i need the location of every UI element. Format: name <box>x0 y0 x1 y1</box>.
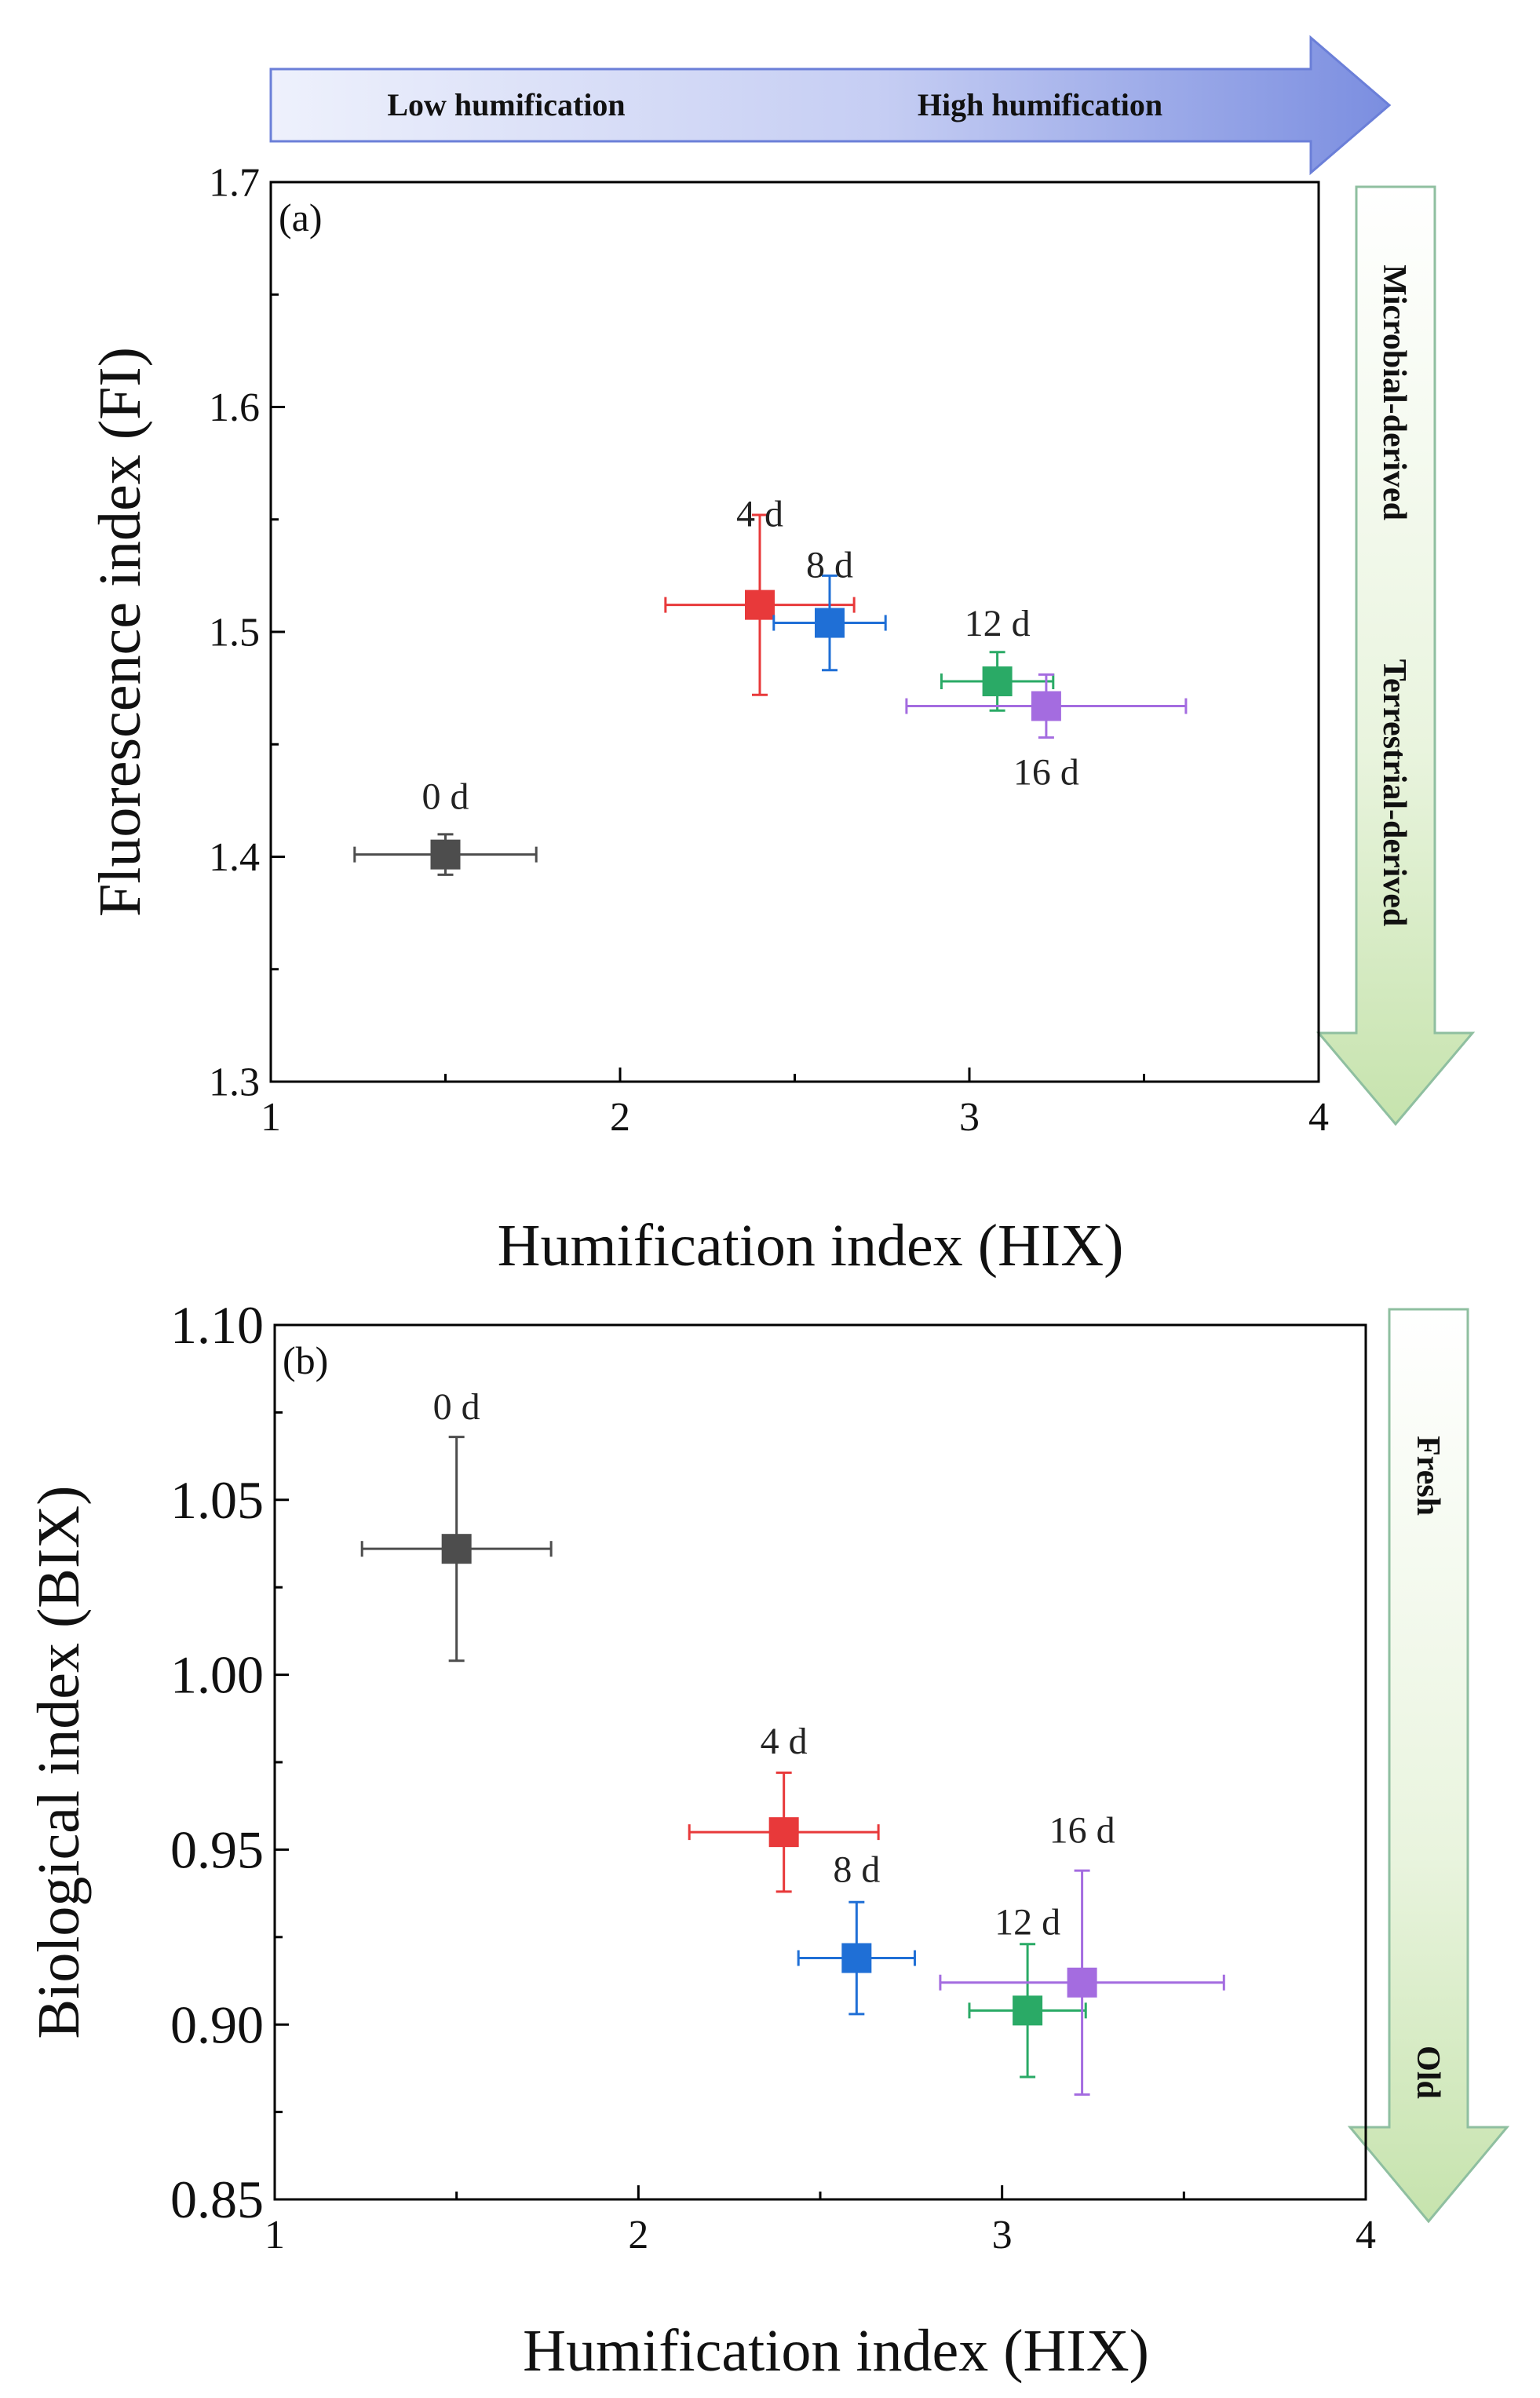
data-marker <box>982 666 1013 697</box>
y-tick-label-b: 1.05 <box>170 1470 264 1530</box>
side-arrow-b: Fresh Old <box>1347 1308 1510 2224</box>
data-label: 12 d <box>994 1901 1060 1943</box>
data-label: 4 d <box>761 1721 808 1762</box>
data-point-b-0d: 0 d <box>360 1386 553 1663</box>
data-point-b-4d: 4 d <box>688 1721 880 1893</box>
data-point-a-8d: 8 d <box>772 545 887 672</box>
data-point-a-0d: 0 d <box>353 776 538 876</box>
y-tick-label-b: 0.85 <box>170 2170 264 2229</box>
y-tick-label-a: 1.5 <box>209 611 260 655</box>
plot-b: 1 2 3 4 0.85 0.90 0.95 1.00 1.05 1.10 (b) Humificat… <box>26 1295 1376 2384</box>
x-tick-label-a: 4 <box>1308 1095 1329 1140</box>
data-marker <box>1031 691 1061 721</box>
side-arrow-a: Microbial-derived Terrestrial-derived <box>1316 185 1476 1126</box>
x-axis-label-b: Humification index (HIX) <box>523 2318 1149 2384</box>
x-tick-label-a: 3 <box>959 1095 980 1140</box>
data-label: 0 d <box>433 1386 480 1428</box>
y-tick-label-b: 1.10 <box>170 1295 264 1355</box>
panel-label-a: (a) <box>279 195 323 239</box>
side-arrow-a-top-label: Microbial-derived <box>1376 265 1412 520</box>
x-axis-label-a: Humification index (HIX) <box>498 1213 1124 1279</box>
data-label: 16 d <box>1013 752 1079 794</box>
y-tick-label-a: 1.6 <box>209 385 260 430</box>
data-marker <box>815 608 845 638</box>
plot-frame-b <box>273 1323 1367 2201</box>
plot-a: 1 2 3 4 1.3 1.4 1.5 1.6 1.7 (a) Humification index… <box>87 161 1329 1279</box>
y-tick-label-b: 0.95 <box>170 1820 264 1880</box>
data-point-a-4d: 4 d <box>664 494 856 696</box>
data-label: 0 d <box>422 776 469 818</box>
data-label: 16 d <box>1049 1810 1115 1852</box>
side-arrow-b-bottom-label: Old <box>1410 2046 1446 2099</box>
data-marker <box>768 1817 799 1848</box>
data-label: 8 d <box>806 545 853 586</box>
x-tick-label-b: 2 <box>628 2213 648 2257</box>
panel-label-b: (b) <box>283 1338 328 1382</box>
data-point-b-12d: 12 d <box>968 1901 1087 2079</box>
data-point-a-16d: 16 d <box>905 673 1188 794</box>
data-label: 8 d <box>833 1849 880 1891</box>
side-arrow-b-shape <box>1347 1308 1510 2224</box>
low-humification-label: Low humification <box>387 87 625 122</box>
data-marker <box>441 1534 472 1564</box>
data-point-b-16d: 16 d <box>939 1810 1225 2096</box>
side-arrow-b-top-label: Fresh <box>1410 1436 1446 1516</box>
y-axis-label-a: Fluorescence index (FI) <box>87 347 153 917</box>
y-tick-label-b: 0.90 <box>170 1995 264 2054</box>
high-humification-label: High humification <box>918 87 1162 122</box>
data-marker <box>841 1943 872 1973</box>
x-tick-label-a: 1 <box>261 1095 281 1140</box>
plot-frame-a <box>269 181 1320 1083</box>
data-label: 12 d <box>965 603 1031 644</box>
y-axis-label-b: Biological index (BIX) <box>26 1486 92 2039</box>
humification-arrow-shape <box>269 35 1392 176</box>
data-point-b-8d: 8 d <box>797 1849 916 2016</box>
x-tick-label-b: 1 <box>265 2213 285 2257</box>
y-tick-label-a: 1.4 <box>209 835 260 880</box>
y-tick-label-a: 1.3 <box>209 1060 260 1105</box>
data-marker <box>1013 1995 1043 2026</box>
x-tick-label-a: 2 <box>610 1095 630 1140</box>
data-point-a-12d: 12 d <box>940 603 1055 712</box>
humification-arrow: Low humification High humification <box>269 35 1392 176</box>
x-tick-label-b: 4 <box>1356 2213 1376 2257</box>
data-marker <box>1067 1967 1097 1998</box>
side-arrow-a-shape <box>1316 185 1476 1126</box>
y-tick-label-b: 1.00 <box>170 1645 264 1705</box>
y-tick-label-a: 1.7 <box>209 161 260 206</box>
data-marker <box>430 839 461 870</box>
panel-b: Fresh Old 1 2 3 4 0.85 0.90 0.95 1.00 1.05 1.10 (b… <box>26 1295 1510 2384</box>
data-label: 4 d <box>736 494 783 535</box>
data-marker <box>745 589 775 620</box>
side-arrow-a-bottom-label: Terrestrial-derived <box>1376 659 1412 927</box>
x-tick-label-b: 3 <box>992 2213 1013 2257</box>
